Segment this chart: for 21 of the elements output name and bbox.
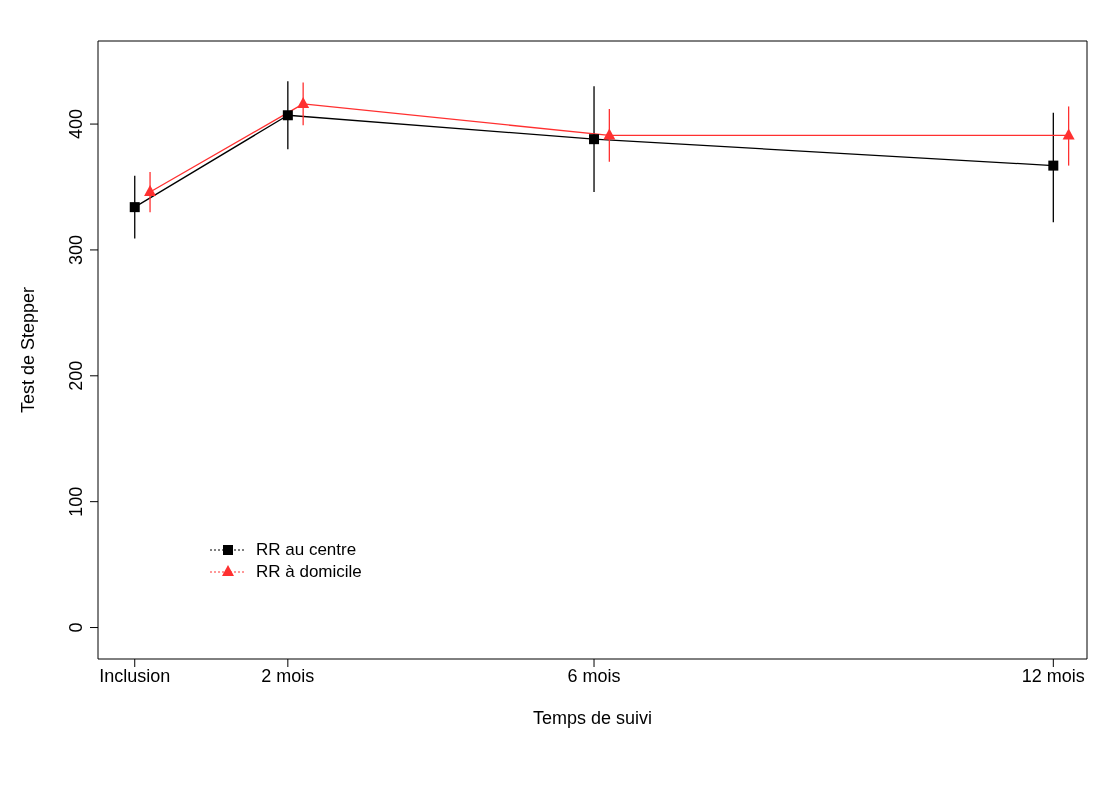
- point: [144, 185, 157, 197]
- point: [589, 134, 600, 145]
- point: [1048, 160, 1059, 171]
- point: [282, 110, 293, 121]
- y-axis-title: Test de Stepper: [18, 286, 39, 414]
- point: [1062, 128, 1075, 140]
- y-tick-label: 300: [66, 234, 86, 265]
- x-tick-label: 12 mois: [1021, 665, 1085, 686]
- x-tick-label: 2 mois: [261, 665, 315, 686]
- legend-label: RR au centre: [256, 540, 357, 560]
- x-tick-label: Inclusion: [99, 665, 171, 686]
- y-tick-label: 400: [66, 109, 86, 140]
- legend-label: RR à domicile: [256, 562, 362, 582]
- x-axis-title: Temps de suivi: [532, 708, 653, 728]
- y-tick-label: 200: [66, 360, 86, 391]
- point: [603, 128, 616, 140]
- point: [129, 202, 140, 213]
- y-tick-label: 100: [66, 486, 86, 517]
- y-tick-label: 0: [66, 622, 86, 633]
- point: [297, 96, 310, 108]
- x-tick-label: 6 mois: [567, 665, 621, 686]
